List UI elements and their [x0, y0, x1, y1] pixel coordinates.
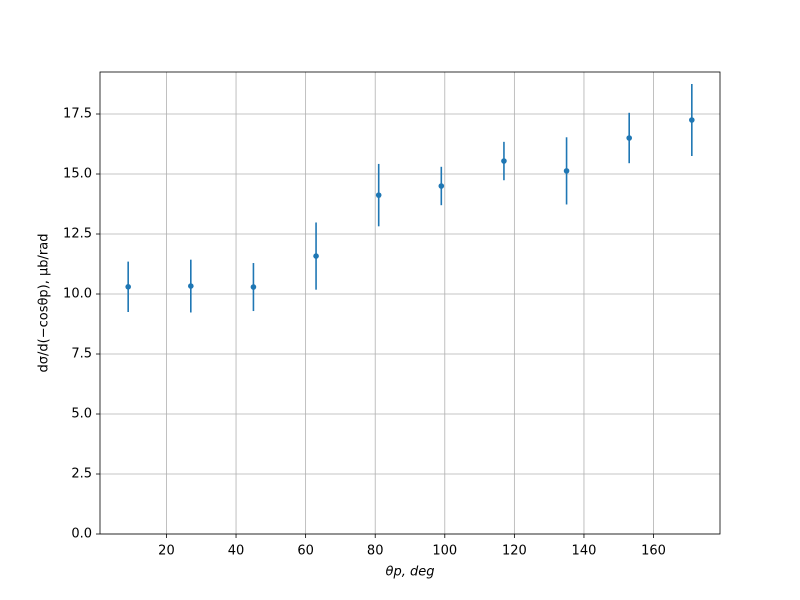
- data-point: [375, 192, 382, 198]
- data-point: [438, 183, 445, 189]
- y-tick-label: 2.5: [71, 467, 92, 482]
- data-point: [626, 135, 632, 141]
- y-tick-label: 7.5: [71, 347, 92, 362]
- x-tick-label: 40: [228, 544, 245, 559]
- x-tick-label: 60: [297, 544, 314, 559]
- y-tick-label: 5.0: [71, 407, 92, 422]
- y-axis-label: dσ/d(−cosθp), μb/rad: [37, 234, 52, 373]
- y-tick-label: 15.0: [63, 167, 92, 182]
- y-tick-label: 10.0: [63, 287, 92, 302]
- y-tick-label: 12.5: [63, 227, 92, 242]
- x-tick-label: 140: [572, 544, 597, 559]
- x-tick-label: 80: [367, 544, 384, 559]
- axes-frame: [99, 71, 721, 535]
- x-axis-label: θp, deg: [386, 565, 435, 580]
- x-tick-label: 20: [158, 544, 175, 559]
- y-tick-label: 17.5: [63, 107, 92, 122]
- x-tick-label: 100: [432, 544, 457, 559]
- y-tick-label: 0.0: [71, 527, 92, 542]
- data-point: [250, 284, 257, 290]
- data-point: [313, 253, 319, 259]
- data-point: [689, 117, 695, 123]
- plot-area: [100, 72, 720, 534]
- data-point: [563, 168, 570, 174]
- data-point: [188, 283, 194, 289]
- x-tick-label: 160: [641, 544, 666, 559]
- x-tick-label: 120: [502, 544, 527, 559]
- data-point: [501, 158, 507, 164]
- data-point: [125, 284, 131, 290]
